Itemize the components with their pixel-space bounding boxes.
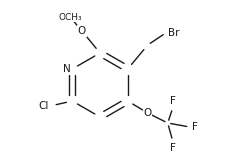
Text: F: F: [170, 96, 176, 106]
Text: Cl: Cl: [38, 101, 48, 111]
Text: F: F: [170, 143, 176, 152]
Text: N: N: [63, 64, 70, 74]
Text: O: O: [144, 108, 152, 118]
Text: Br: Br: [168, 28, 179, 38]
Text: O: O: [78, 26, 86, 36]
Text: F: F: [192, 122, 198, 132]
Text: OCH₃: OCH₃: [58, 12, 82, 21]
